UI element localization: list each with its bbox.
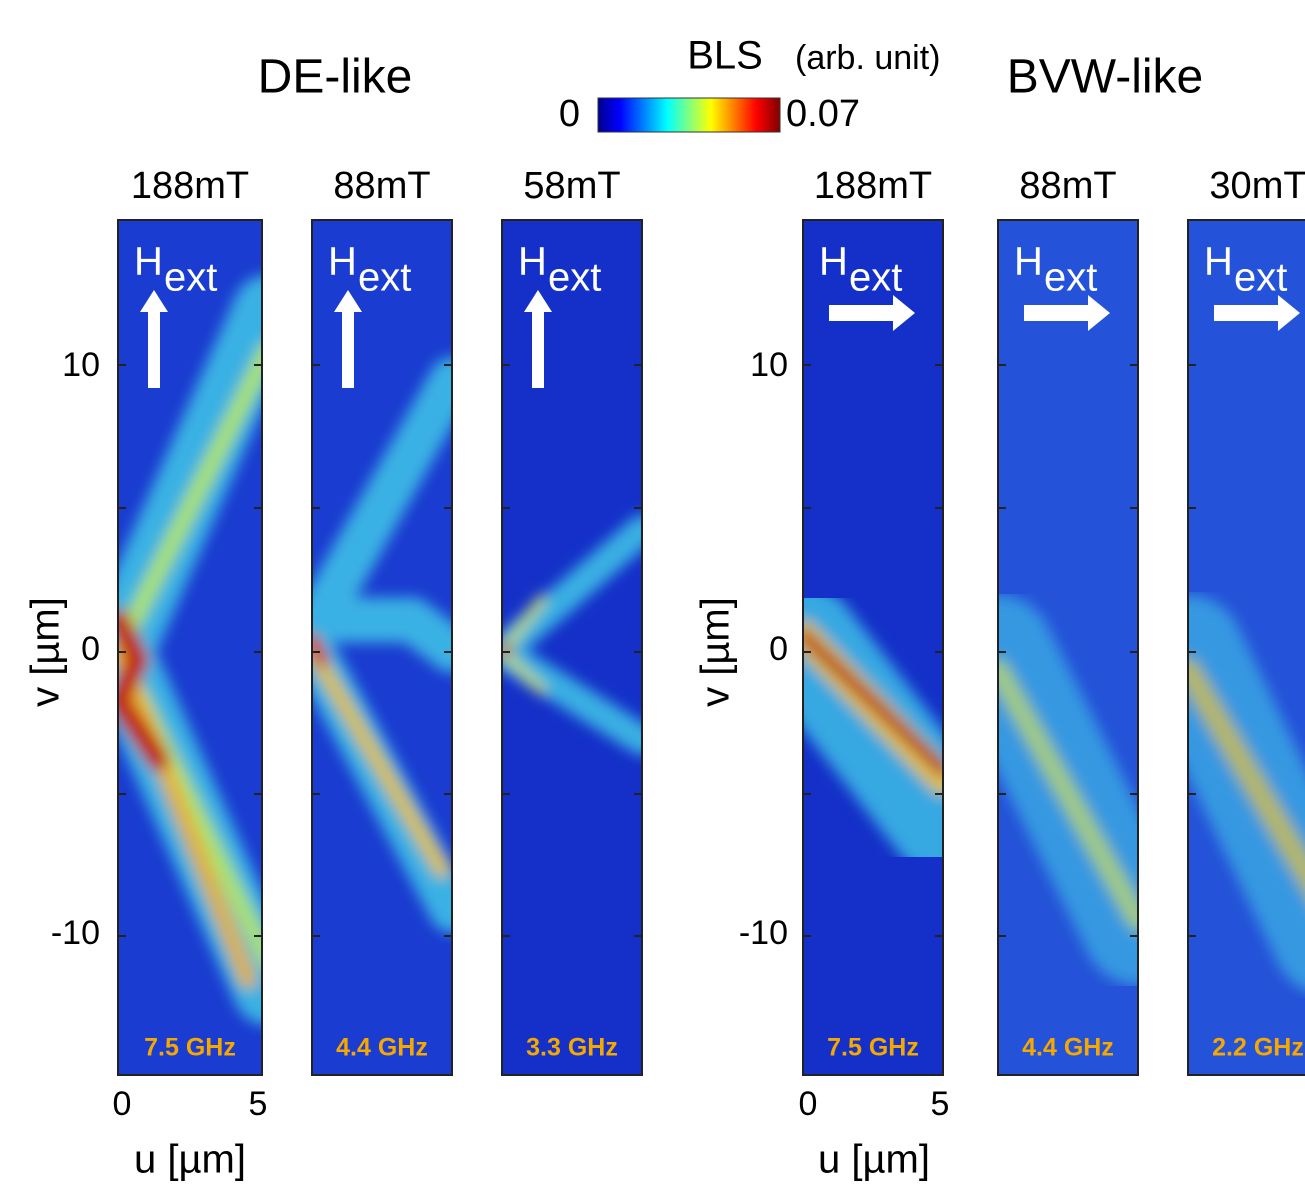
panel-frame bbox=[117, 219, 263, 1076]
field-label: 188mT bbox=[131, 165, 249, 207]
panel-frame bbox=[311, 219, 453, 1076]
field-symbol: H bbox=[819, 240, 848, 284]
field-label: 88mT bbox=[333, 165, 430, 207]
colorbar bbox=[597, 97, 781, 133]
field-symbol: H bbox=[328, 240, 357, 284]
field-subscript: ext bbox=[1044, 256, 1097, 300]
beam bbox=[118, 275, 262, 1025]
beam-stroke bbox=[502, 515, 642, 755]
beam-stroke bbox=[118, 609, 169, 771]
field-arrow bbox=[1024, 295, 1110, 331]
u-tick-label: 0 bbox=[799, 1085, 818, 1123]
v-tick-label: 0 bbox=[769, 630, 788, 668]
field-arrow bbox=[140, 290, 168, 388]
field-subscript: ext bbox=[548, 256, 601, 300]
v-tick-label: 10 bbox=[750, 346, 788, 384]
heatmap bbox=[998, 220, 1138, 1075]
u-axis-label: u [µm] bbox=[134, 1138, 246, 1182]
beam-stroke bbox=[312, 642, 450, 878]
field-symbol: H bbox=[1014, 240, 1043, 284]
u-tick-label: 5 bbox=[249, 1085, 268, 1123]
colorbar-max: 0.07 bbox=[786, 93, 860, 135]
beam-stroke bbox=[998, 659, 1138, 931]
field-subscript: ext bbox=[849, 256, 902, 300]
u-axis-label: u [µm] bbox=[818, 1138, 930, 1182]
field-label: 58mT bbox=[523, 165, 620, 207]
heatmap bbox=[118, 220, 262, 1075]
group-title: BVW-like bbox=[1007, 51, 1203, 104]
heatmap bbox=[312, 220, 452, 1075]
field-label: 88mT bbox=[1019, 165, 1116, 207]
field-arrow bbox=[1214, 295, 1300, 331]
panel-frame bbox=[802, 219, 944, 1076]
colorbar-title: BLS bbox=[687, 34, 763, 78]
field-subscript: ext bbox=[1234, 256, 1287, 300]
frequency-label: 4.4 GHz bbox=[1022, 1034, 1114, 1062]
frequency-label: 3.3 GHz bbox=[526, 1034, 618, 1062]
beam-stroke bbox=[803, 629, 943, 776]
field-arrow bbox=[829, 295, 915, 331]
u-tick-label: 0 bbox=[113, 1085, 132, 1123]
field-symbol: H bbox=[1204, 240, 1233, 284]
v-axis-label: v [µm] bbox=[694, 597, 738, 707]
group-title: DE-like bbox=[258, 51, 413, 104]
v-tick-label: -10 bbox=[51, 914, 100, 952]
frequency-label: 2.2 GHz bbox=[1212, 1034, 1304, 1062]
v-axis-label: v [µm] bbox=[24, 597, 68, 707]
colorbar-unit: (arb. unit) bbox=[795, 39, 941, 77]
panel-frame bbox=[1187, 219, 1305, 1076]
colorbar-min: 0 bbox=[559, 93, 580, 135]
field-subscript: ext bbox=[358, 256, 411, 300]
beam-stroke bbox=[118, 643, 257, 989]
field-symbol: H bbox=[134, 240, 163, 284]
frequency-label: 4.4 GHz bbox=[336, 1034, 428, 1062]
panel-frame bbox=[501, 219, 643, 1076]
beam bbox=[502, 515, 642, 755]
beam-stroke bbox=[312, 633, 329, 667]
field-label: 188mT bbox=[814, 165, 932, 207]
field-arrow bbox=[524, 290, 552, 388]
heatmap bbox=[1188, 220, 1305, 1075]
u-tick-label: 5 bbox=[931, 1085, 950, 1123]
field-symbol: H bbox=[518, 240, 547, 284]
heatmap bbox=[803, 220, 943, 1075]
field-arrow bbox=[334, 290, 362, 388]
field-subscript: ext bbox=[164, 256, 217, 300]
v-tick-label: 10 bbox=[62, 346, 100, 384]
frequency-label: 7.5 GHz bbox=[827, 1034, 919, 1062]
v-tick-label: -10 bbox=[739, 914, 788, 952]
beam-stroke bbox=[502, 595, 547, 695]
v-tick-label: 0 bbox=[81, 630, 100, 668]
heatmap bbox=[502, 220, 642, 1075]
beam bbox=[312, 357, 452, 933]
panel-frame bbox=[997, 219, 1139, 1076]
field-label: 30mT bbox=[1209, 165, 1305, 207]
beam bbox=[998, 595, 1138, 985]
frequency-label: 7.5 GHz bbox=[144, 1034, 236, 1062]
beam bbox=[803, 585, 943, 875]
